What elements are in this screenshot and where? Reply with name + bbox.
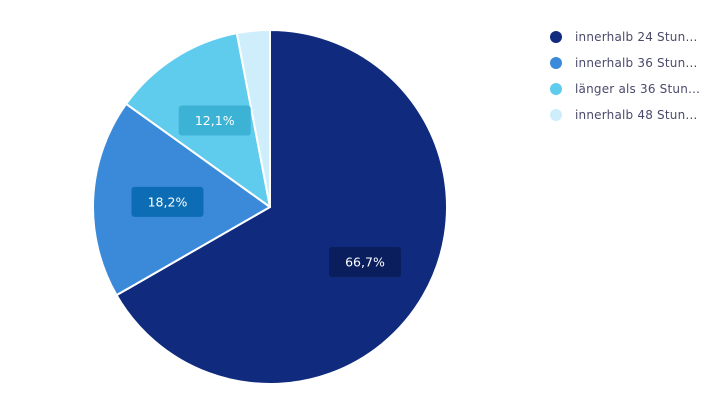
pie-slice[interactable] <box>115 29 448 385</box>
legend-swatch-icon <box>550 109 562 121</box>
legend-item[interactable]: innerhalb 36 Stun… <box>550 50 700 76</box>
pie-data-labels: 66,7% 18,2% 12,1% <box>131 105 401 277</box>
legend-item[interactable]: innerhalb 48 Stun… <box>550 102 700 128</box>
legend-item[interactable]: innerhalb 24 Stun… <box>550 24 700 50</box>
legend-label: innerhalb 36 Stun… <box>575 56 698 70</box>
data-label-text: 18,2% <box>148 194 188 209</box>
data-label: 18,2% <box>131 186 204 217</box>
data-label-box <box>131 186 204 217</box>
data-label-box <box>178 105 251 136</box>
legend-label: länger als 36 Stun… <box>575 82 700 96</box>
legend-label: innerhalb 48 Stun… <box>575 108 698 122</box>
legend-swatch-icon <box>550 83 562 95</box>
legend-label: innerhalb 24 Stun… <box>575 30 698 44</box>
data-label-text: 12,1% <box>195 113 235 128</box>
legend-item[interactable]: länger als 36 Stun… <box>550 76 700 102</box>
chart-legend: innerhalb 24 Stun… innerhalb 36 Stun… läng… <box>550 24 700 128</box>
pie-slice[interactable] <box>235 29 271 208</box>
legend-swatch-icon <box>550 31 562 43</box>
legend-swatch-icon <box>550 57 562 69</box>
data-label: 66,7% <box>328 246 401 277</box>
data-label: 12,1% <box>178 105 251 136</box>
data-label-text: 66,7% <box>345 254 385 269</box>
data-label-box <box>328 246 401 277</box>
